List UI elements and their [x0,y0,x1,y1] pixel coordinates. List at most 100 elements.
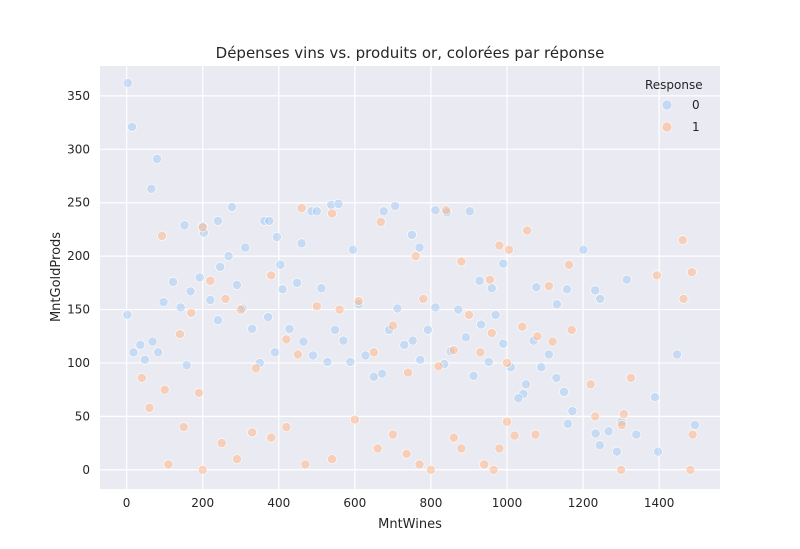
point-response-1 [426,464,436,475]
point-response-1 [488,464,499,475]
y-tick-label: 250 [67,196,90,210]
point-response-1 [486,328,497,338]
x-axis-ticks: 0 200 400 600 800 1000 1200 1400 [123,496,675,510]
point-response-1 [517,321,528,332]
point-response-1 [479,459,490,470]
point-response-1 [292,349,303,360]
point-response-0 [392,303,403,314]
point-response-0 [476,319,487,330]
point-response-0 [464,206,475,217]
point-response-0 [135,339,146,350]
point-response-0 [498,258,509,269]
point-response-0 [146,183,157,194]
point-response-1 [677,235,688,246]
point-response-1 [566,324,577,335]
point-response-1 [197,464,208,475]
point-response-1 [530,429,541,440]
point-response-0 [368,371,379,382]
point-response-0 [513,393,524,404]
point-response-1 [349,414,360,425]
point-response-0 [298,336,309,347]
x-axis-label: MntWines [378,517,442,532]
point-response-0 [559,386,569,397]
point-response-1 [174,329,185,340]
point-response-1 [484,274,495,285]
point-response-0 [407,335,418,346]
point-response-1 [300,459,311,470]
x-tick-label: 1400 [644,496,675,510]
point-response-1 [509,430,520,441]
point-response-1 [687,429,698,440]
point-response-0 [194,272,205,283]
legend: Response 0 1 [645,78,703,134]
point-response-0 [461,332,471,343]
point-response-0 [271,232,282,242]
point-response-0 [486,283,497,294]
point-response-0 [468,370,479,381]
point-response-0 [422,324,433,335]
point-response-1 [186,307,197,318]
point-response-0 [232,280,242,290]
point-response-1 [448,432,459,443]
point-response-0 [227,202,237,212]
point-response-1 [136,373,147,383]
point-response-1 [543,281,554,291]
point-response-0 [536,362,547,373]
point-response-1 [144,402,155,413]
point-response-0 [275,259,286,270]
point-response-0 [531,282,542,293]
point-response-1 [178,422,189,432]
point-response-0 [296,238,307,249]
data-points [122,78,700,475]
point-response-0 [330,324,340,335]
point-response-1 [266,432,277,443]
point-response-0 [122,78,133,88]
point-response-1 [456,443,467,454]
point-response-0 [595,293,606,304]
point-response-1 [216,438,227,448]
point-response-0 [247,323,258,334]
point-response-1 [618,409,629,420]
point-response-1 [502,416,512,427]
point-response-0 [650,392,660,403]
point-response-0 [223,251,234,262]
point-response-0 [603,426,614,437]
point-response-1 [159,384,170,395]
x-tick-label: 1200 [568,496,599,510]
point-response-1 [678,293,689,304]
point-response-1 [616,464,627,475]
legend-marker-1 [661,121,673,133]
point-response-0 [631,429,642,440]
point-response-0 [292,277,302,288]
point-response-1 [205,275,216,286]
point-response-0 [264,215,275,226]
point-response-0 [333,198,344,209]
point-response-1 [616,420,627,430]
point-response-1 [372,443,383,454]
point-response-0 [270,347,280,358]
point-response-0 [185,286,196,297]
point-response-1 [403,367,413,378]
point-response-1 [410,251,421,262]
point-response-1 [686,267,697,278]
point-response-0 [181,360,192,370]
point-response-1 [157,230,167,241]
point-response-0 [415,354,426,365]
point-response-1 [414,459,425,470]
point-response-0 [240,242,251,253]
point-response-0 [322,356,333,367]
point-response-1 [296,203,307,213]
point-response-0 [338,335,349,346]
point-response-0 [277,284,288,295]
x-tick-label: 200 [191,496,214,510]
point-response-1 [532,331,543,342]
point-response-1 [368,347,379,358]
point-response-1 [418,293,429,304]
point-response-0 [621,274,632,285]
point-response-1 [475,347,486,358]
point-response-1 [522,225,533,236]
point-response-1 [502,358,512,368]
point-response-0 [521,379,531,390]
point-response-0 [414,242,425,253]
